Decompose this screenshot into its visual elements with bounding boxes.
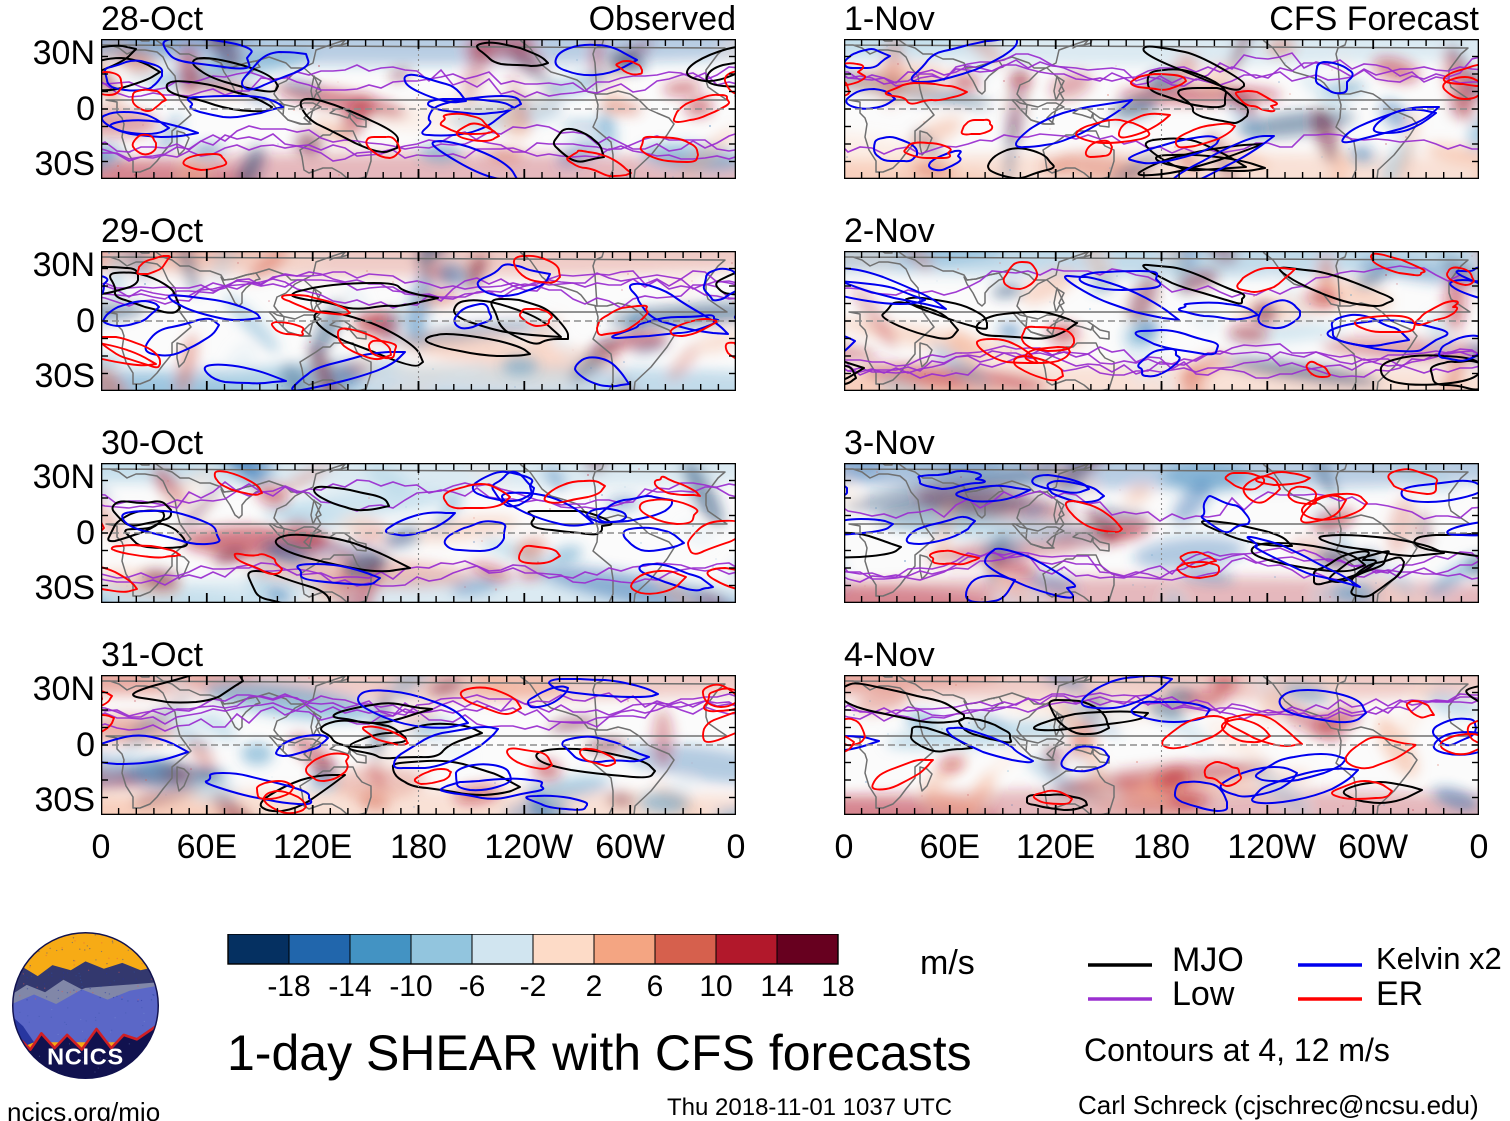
svg-text:2: 2: [586, 970, 603, 1003]
svg-text:-6: -6: [459, 970, 486, 1003]
svg-text:6: 6: [647, 970, 664, 1003]
svg-text:-18: -18: [267, 970, 310, 1003]
svg-text:-2: -2: [520, 970, 547, 1003]
svg-text:-10: -10: [389, 970, 432, 1003]
svg-text:-14: -14: [328, 970, 371, 1003]
svg-text:14: 14: [760, 970, 793, 1003]
svg-text:NCICS: NCICS: [47, 1043, 124, 1069]
svg-text:18: 18: [821, 970, 854, 1003]
svg-text:10: 10: [699, 970, 732, 1003]
